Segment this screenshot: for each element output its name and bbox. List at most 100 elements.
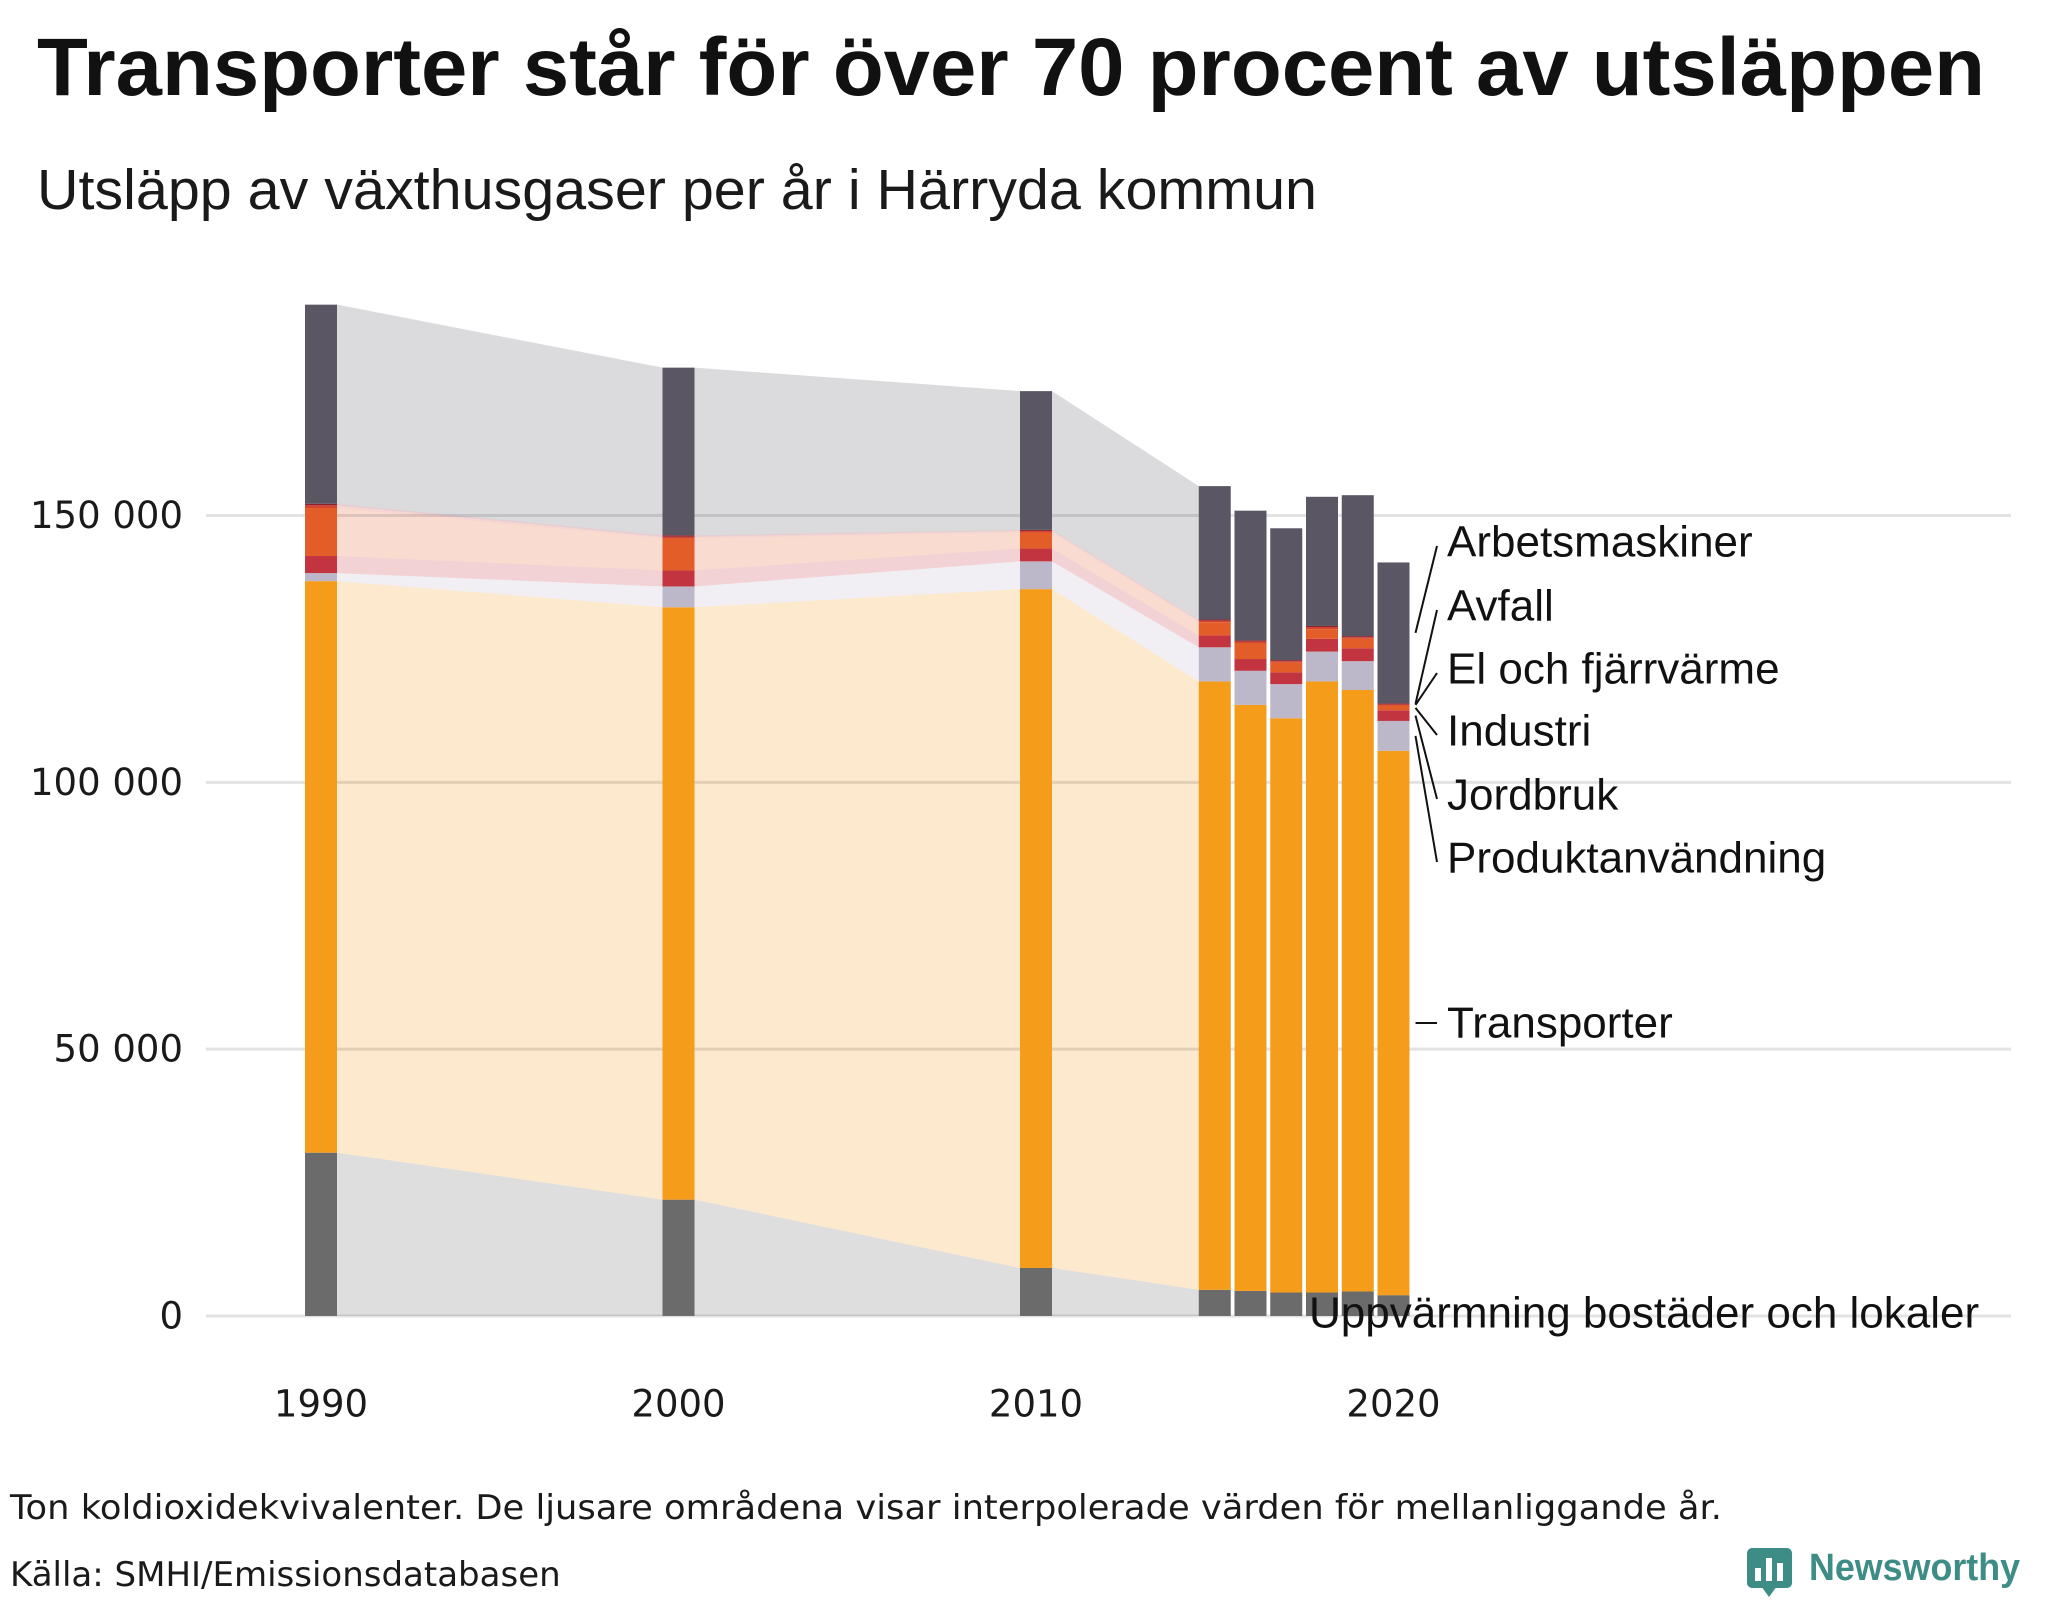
bar-el-och-fjarrvarme-2018 — [1306, 627, 1338, 630]
bar-industri-2015 — [1198, 622, 1231, 636]
bar-el-och-fjarrvarme-2000 — [662, 536, 695, 539]
bar-arbetsmaskiner-2019 — [1341, 495, 1374, 637]
bar-industri-2016 — [1234, 643, 1267, 660]
bar-avfall-2019 — [1341, 636, 1374, 638]
newsworthy-logo-icon — [1747, 1548, 1792, 1597]
leader-line-el-och-fjarrvarme — [1414, 672, 1438, 706]
bar-industri-2019 — [1341, 638, 1374, 649]
leader-line-avfall — [1414, 609, 1438, 705]
bar-transporter-2020 — [1377, 750, 1410, 1296]
source-note: Källa: SMHI/Emissionsdatabasen — [10, 1555, 561, 1595]
bar-avfall-2020 — [1377, 703, 1410, 705]
bar-uppvarmning-bostader-och-lokaler-1990 — [305, 1152, 337, 1316]
bar-avfall-2000 — [662, 535, 695, 537]
bar-produktanvandning-2015 — [1198, 647, 1231, 682]
bar-el-och-fjarrvarme-2019 — [1341, 637, 1374, 639]
bar-el-och-fjarrvarme-2017 — [1270, 661, 1303, 663]
bar-transporter-2000 — [662, 607, 695, 1200]
interpolated-band-el-och-fjarrvarme-1990-2000 — [337, 505, 663, 539]
series-label-arbetsmaskiner: Arbetsmaskiner — [1447, 518, 1753, 567]
bar-uppvarmning-bostader-och-lokaler-2015 — [1198, 1289, 1231, 1316]
x-tick-label: 2020 — [1346, 1383, 1440, 1426]
bar-arbetsmaskiner-2016 — [1234, 510, 1267, 641]
y-tick-label: 150 000 — [30, 494, 183, 537]
bar-avfall-1990 — [305, 503, 337, 506]
interpolated-band-uppvarmning-bostader-och-lokaler-1990-2000 — [337, 1152, 663, 1316]
interpolated-bands — [337, 304, 1199, 1316]
bar-transporter-2019 — [1341, 689, 1374, 1292]
interpolated-band-avfall-1990-2000 — [337, 503, 663, 537]
series-label-uppvarmning-bostader-och-lokaler: Uppvärmning bostäder och lokaler — [1309, 1289, 1979, 1338]
y-tick-label: 0 — [159, 1295, 183, 1338]
bar-produktanvandning-2020 — [1377, 720, 1410, 751]
gridlines — [206, 513, 2011, 1318]
bar-produktanvandning-2010 — [1020, 561, 1052, 590]
interpolated-band-transporter-2000-2010 — [694, 589, 1020, 1268]
bar-arbetsmaskiner-1990 — [305, 304, 337, 504]
bar-produktanvandning-1990 — [305, 573, 337, 582]
x-tick-label: 2000 — [631, 1383, 725, 1426]
bar-industri-2000 — [662, 538, 695, 571]
bar-jordbruk-2018 — [1306, 638, 1338, 652]
bar-arbetsmaskiner-2018 — [1306, 496, 1338, 626]
bar-jordbruk-2017 — [1270, 672, 1303, 685]
footnote: Ton koldioxidekvivalenter. De ljusare om… — [9, 1488, 1722, 1528]
interpolated-band-uppvarmning-bostader-och-lokaler-2000-2010 — [694, 1199, 1020, 1316]
series-labels: Uppvärmning bostäder och lokaler Transpor… — [1309, 518, 1979, 1338]
bar-jordbruk-2010 — [1020, 548, 1052, 562]
bar-uppvarmning-bostader-och-lokaler-2017 — [1270, 1292, 1303, 1316]
interpolated-band-industri-2010-2015 — [1052, 532, 1199, 636]
series-label-industri: Industri — [1447, 707, 1591, 756]
chart-title: Transporter står för över 70 procent av … — [37, 22, 1985, 113]
interpolated-band-el-och-fjarrvarme-2010-2015 — [1052, 530, 1199, 623]
interpolated-band-arbetsmaskiner-2000-2010 — [694, 367, 1020, 536]
bar-uppvarmning-bostader-och-lokaler-2020 — [1377, 1295, 1410, 1316]
series-label-produktanvandning: Produktanvändning — [1447, 834, 1826, 883]
x-axis: 1990 2000 2010 2020 — [274, 1383, 1441, 1426]
bar-avfall-2010 — [1020, 529, 1052, 531]
interpolated-band-jordbruk-1990-2000 — [337, 556, 663, 587]
interpolated-band-industri-1990-2000 — [337, 508, 663, 571]
bar-jordbruk-2000 — [662, 570, 695, 587]
bar-el-och-fjarrvarme-2010 — [1020, 530, 1052, 533]
bar-industri-2020 — [1377, 705, 1410, 711]
bar-jordbruk-2015 — [1198, 635, 1231, 648]
leader-line-arbetsmaskiner — [1414, 545, 1438, 634]
brand-name: Newsworthy — [1809, 1547, 2020, 1589]
x-tick-label: 2010 — [989, 1383, 1083, 1426]
bar-jordbruk-2019 — [1341, 648, 1374, 662]
series-label-el-och-fjarrvarme: El och fjärrvärme — [1447, 645, 1780, 694]
interpolated-band-el-och-fjarrvarme-2000-2010 — [694, 530, 1020, 539]
bar-jordbruk-2020 — [1377, 710, 1410, 721]
interpolated-band-produktanvandning-1990-2000 — [337, 573, 663, 608]
bar-produktanvandning-2017 — [1270, 684, 1303, 719]
bar-uppvarmning-bostader-och-lokaler-2019 — [1341, 1291, 1374, 1316]
bar-jordbruk-2016 — [1234, 659, 1267, 671]
leader-line-jordbruk — [1414, 715, 1438, 800]
y-axis: 0 50 000 100 000 150 000 — [30, 494, 183, 1338]
bar-arbetsmaskiner-2015 — [1198, 486, 1231, 620]
bar-avfall-2016 — [1234, 640, 1267, 642]
interpolated-band-produktanvandning-2010-2015 — [1052, 561, 1199, 682]
bar-transporter-2016 — [1234, 704, 1267, 1291]
interpolated-band-produktanvandning-2000-2010 — [694, 561, 1020, 608]
bar-produktanvandning-2000 — [662, 586, 695, 608]
chart-subtitle: Utsläpp av växthusgaser per år i Härryda… — [37, 158, 1317, 222]
interpolated-band-jordbruk-2010-2015 — [1052, 548, 1199, 648]
bar-industri-2017 — [1270, 662, 1303, 673]
bar-uppvarmning-bostader-och-lokaler-2010 — [1020, 1267, 1052, 1316]
bar-el-och-fjarrvarme-1990 — [305, 505, 337, 509]
bar-industri-1990 — [305, 508, 337, 557]
series-label-transporter: Transporter — [1447, 999, 1673, 1048]
bar-arbetsmaskiner-2017 — [1270, 528, 1303, 661]
bar-industri-2018 — [1306, 629, 1338, 639]
interpolated-band-uppvarmning-bostader-och-lokaler-2010-2015 — [1052, 1267, 1199, 1316]
interpolated-band-avfall-2010-2015 — [1052, 529, 1199, 621]
interpolated-band-transporter-2010-2015 — [1052, 589, 1199, 1290]
leader-line-industri — [1414, 707, 1438, 736]
bar-produktanvandning-2018 — [1306, 651, 1338, 682]
bar-transporter-2018 — [1306, 681, 1338, 1293]
x-tick-label: 1990 — [274, 1383, 368, 1426]
bar-uppvarmning-bostader-och-lokaler-2016 — [1234, 1290, 1267, 1316]
interpolated-band-industri-2000-2010 — [694, 532, 1020, 571]
